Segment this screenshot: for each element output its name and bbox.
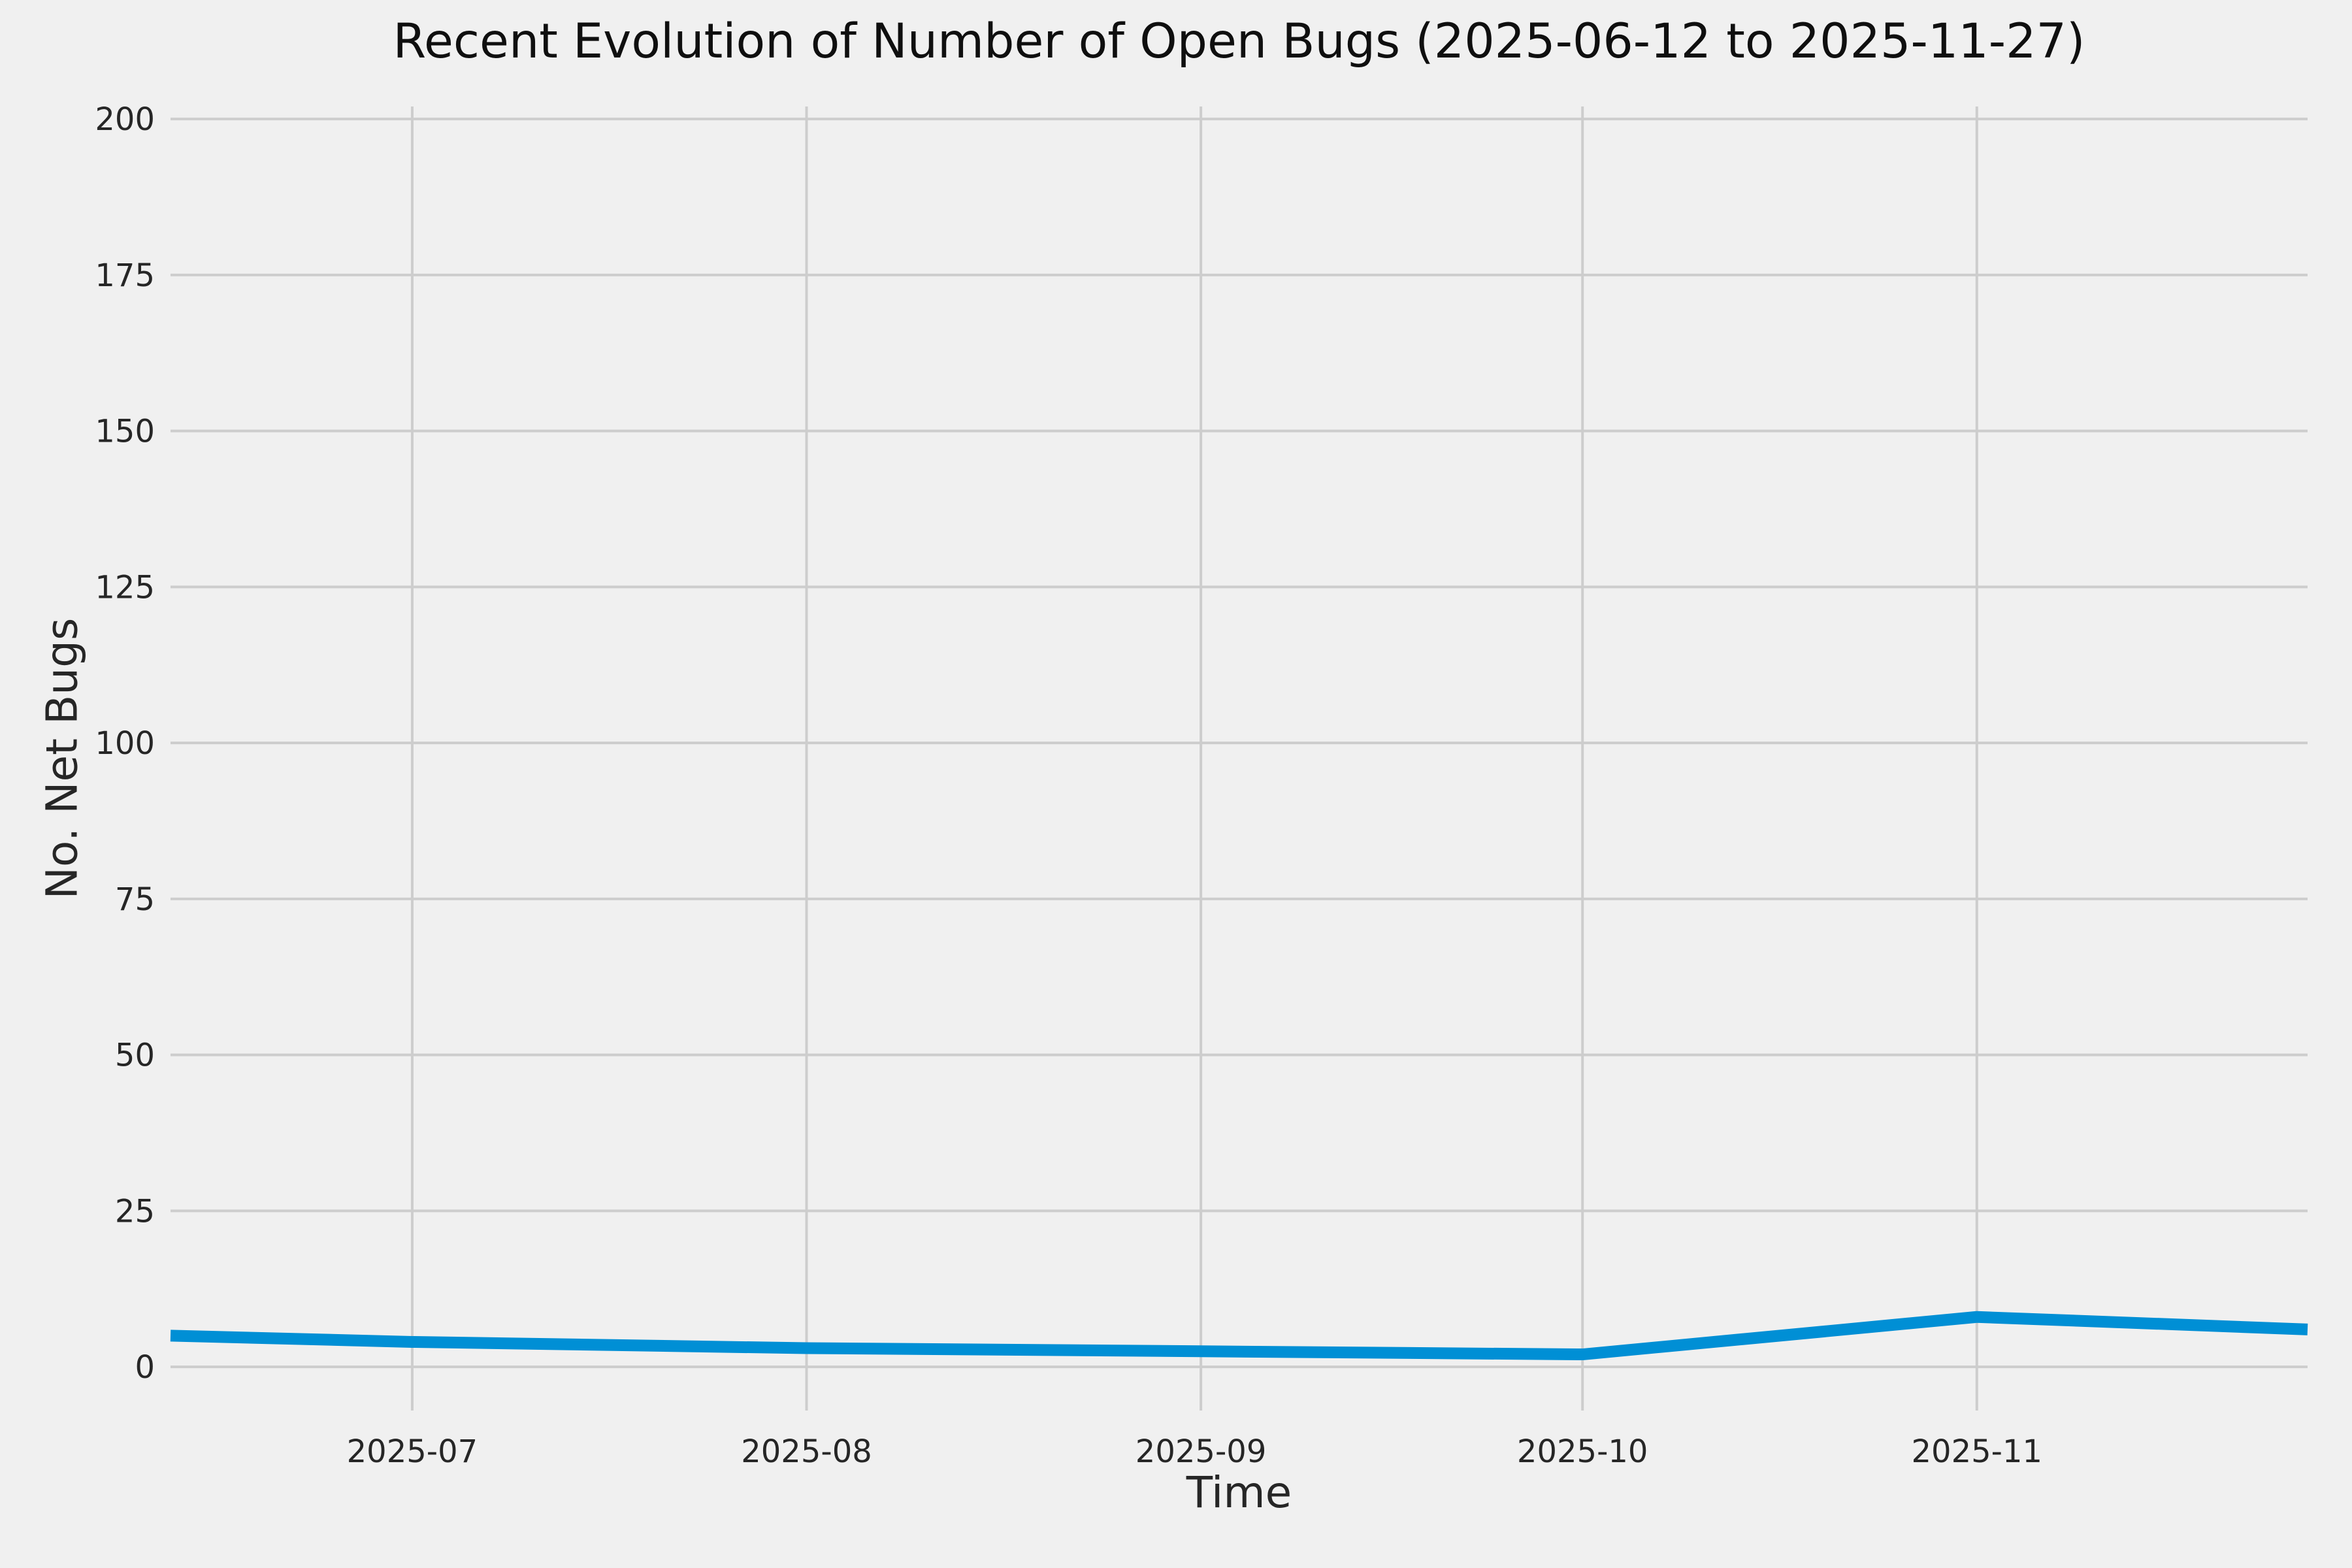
- y-tick-label: 200: [95, 101, 155, 138]
- y-tick-label: 0: [135, 1349, 155, 1386]
- x-tick-label: 2025-09: [1135, 1433, 1267, 1470]
- x-tick-label: 2025-08: [741, 1433, 872, 1470]
- y-tick-label: 25: [115, 1193, 155, 1230]
- y-tick-label: 50: [115, 1037, 155, 1074]
- y-tick-label: 175: [95, 257, 155, 294]
- open-bugs-line: [170, 1311, 2308, 1361]
- x-tick-label: 2025-07: [347, 1433, 478, 1470]
- x-tick-label: 2025-10: [1517, 1433, 1648, 1470]
- y-tick-label: 100: [95, 725, 155, 762]
- y-tick-label: 75: [115, 881, 155, 918]
- x-axis-label: Time: [1186, 1467, 1292, 1518]
- y-tick-label: 125: [95, 569, 155, 606]
- x-tick-label: 2025-11: [1911, 1433, 2042, 1470]
- y-axis-label: No. Net Bugs: [37, 617, 88, 900]
- chart-title: Recent Evolution of Number of Open Bugs …: [393, 14, 2085, 69]
- y-tick-label: 150: [95, 414, 155, 450]
